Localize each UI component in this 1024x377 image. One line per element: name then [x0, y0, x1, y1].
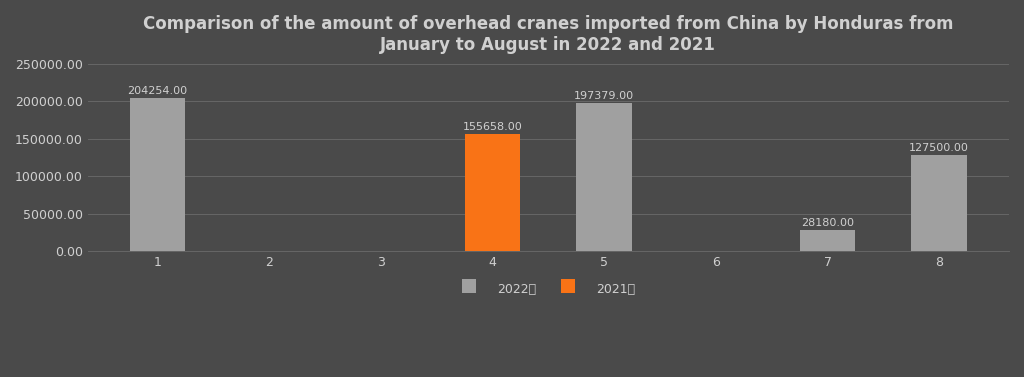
Text: 197379.00: 197379.00: [574, 91, 634, 101]
Legend: 2022年, 2021年: 2022年, 2021年: [457, 278, 640, 301]
Title: Comparison of the amount of overhead cranes imported from China by Honduras from: Comparison of the amount of overhead cra…: [143, 15, 953, 54]
Bar: [465, 134, 520, 251]
Text: 127500.00: 127500.00: [909, 143, 969, 153]
Text: 28180.00: 28180.00: [801, 218, 854, 228]
Bar: [800, 230, 855, 251]
Bar: [130, 98, 185, 251]
Text: 204254.00: 204254.00: [127, 86, 187, 96]
Text: 155658.00: 155658.00: [463, 122, 522, 132]
Bar: [911, 155, 967, 251]
Bar: [577, 103, 632, 251]
